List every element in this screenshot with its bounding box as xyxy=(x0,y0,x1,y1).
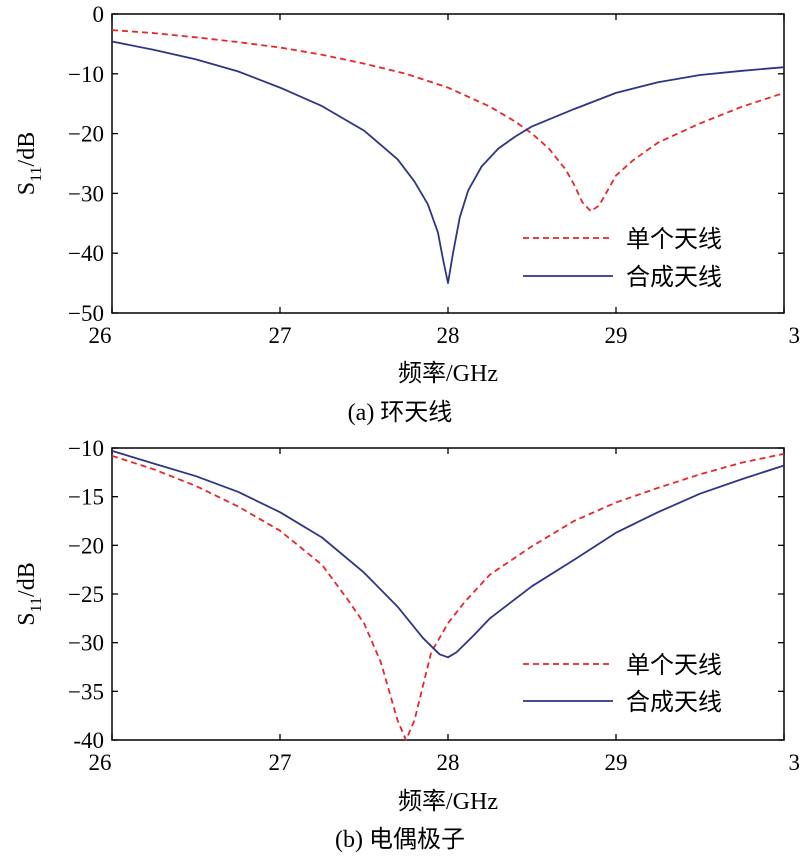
y-tick-label: −35 xyxy=(68,679,104,704)
figure-caption: (b) 电偶极子 xyxy=(335,826,465,853)
legend-label: 合成天线 xyxy=(626,264,722,291)
series-line-single-antenna xyxy=(111,452,785,741)
x-tick-label: 26 xyxy=(89,323,112,348)
x-tick-label: 29 xyxy=(605,323,628,348)
x-tick-label: 29 xyxy=(605,750,628,775)
series-line-combined-antenna xyxy=(111,450,785,659)
chart-panel-a: 26 27 28 29 30 0 −10 −20 −30 −40 −50 频率/GHz S11/dB 单个… xyxy=(14,2,800,426)
legend-label: 单个天线 xyxy=(626,652,722,679)
y-tick-label: −30 xyxy=(68,631,104,656)
y-tick-label: −10 xyxy=(68,436,104,461)
y-axis-label-unit: /dB xyxy=(14,562,40,597)
x-tick-label: 27 xyxy=(269,750,292,775)
series-line-combined-antenna xyxy=(111,40,785,284)
y-axis-label: S11/dB xyxy=(14,562,45,625)
y-axis-label: S11/dB xyxy=(14,132,45,195)
y-tick-label: −25 xyxy=(68,582,104,607)
y-tick-label: −15 xyxy=(68,485,104,510)
figure-caption: (a) 环天线 xyxy=(348,399,453,426)
x-tick-label: 28 xyxy=(437,323,460,348)
y-tick-label: −20 xyxy=(68,122,104,147)
y-axis-label-symbol: S xyxy=(14,182,40,195)
y-tick-label: −20 xyxy=(68,533,104,558)
x-tick-label: 28 xyxy=(437,750,460,775)
y-tick-label: −40 xyxy=(68,241,104,266)
x-axis-label: 频率/GHz xyxy=(398,360,498,387)
y-axis-label-subscript: 11 xyxy=(28,597,45,612)
x-tick-label: 27 xyxy=(269,323,292,348)
y-axis-label-unit: /dB xyxy=(14,132,40,167)
x-axis-label: 频率/GHz xyxy=(398,788,498,815)
legend-label: 单个天线 xyxy=(626,226,722,253)
y-axis-label-subscript: 11 xyxy=(28,166,45,181)
y-tick-label: 0 xyxy=(93,2,105,27)
x-tick-label: 30 xyxy=(789,323,800,348)
y-axis-label-symbol: S xyxy=(14,612,40,625)
y-tick-label: -40 xyxy=(73,728,104,753)
y-tick-label: −10 xyxy=(68,62,104,87)
y-tick-label: −30 xyxy=(68,181,104,206)
series-line-single-antenna xyxy=(111,29,785,213)
legend-label: 合成天线 xyxy=(626,689,722,716)
x-tick-label: 30 xyxy=(789,750,800,775)
y-tick-label: −50 xyxy=(68,301,104,326)
x-tick-label: 26 xyxy=(89,750,112,775)
chart-panel-b: 26 27 28 29 30 −10 −15 −20 −25 −30 −35 -40 频率/GHz S11… xyxy=(14,436,800,853)
